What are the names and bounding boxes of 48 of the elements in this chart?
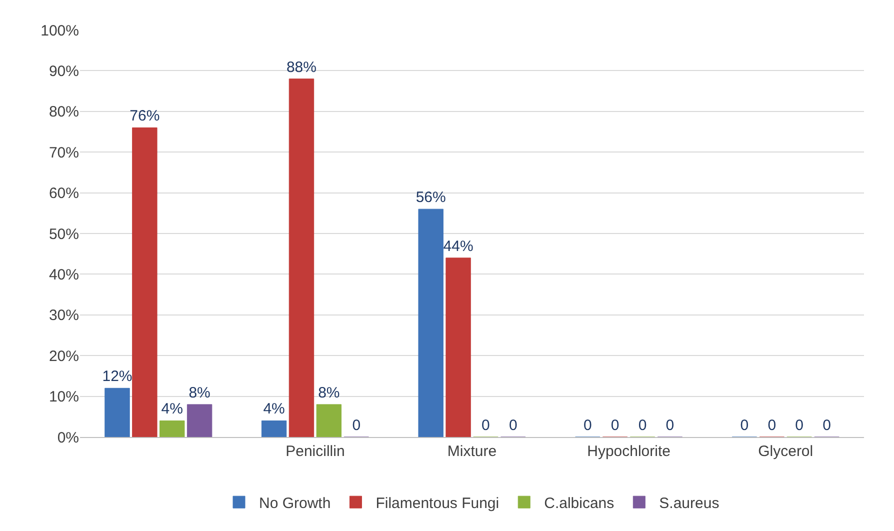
data-label: 0 bbox=[740, 417, 749, 434]
bar bbox=[418, 208, 444, 437]
legend-label: S.aureus bbox=[659, 494, 720, 512]
data-label: 0 bbox=[482, 417, 490, 434]
data-label: 0 bbox=[666, 417, 674, 434]
data-label: 12% bbox=[102, 368, 132, 386]
data-label: 4% bbox=[263, 400, 285, 418]
y-tick-label: 70% bbox=[48, 144, 79, 162]
x-tick-label: Penicillin bbox=[286, 443, 345, 460]
data-label: 0 bbox=[508, 417, 518, 434]
x-tick-label: Hypochlorite bbox=[587, 443, 670, 460]
data-label: 4% bbox=[161, 400, 183, 418]
data-label: 8% bbox=[318, 384, 340, 402]
data-label: 76% bbox=[130, 108, 160, 125]
y-tick-label: 40% bbox=[48, 266, 79, 284]
y-tick-label: 100% bbox=[40, 22, 79, 40]
data-label: 0 bbox=[795, 417, 804, 434]
bar bbox=[132, 127, 158, 437]
bar bbox=[446, 258, 471, 437]
bar bbox=[186, 404, 212, 437]
data-label: 0 bbox=[768, 417, 776, 434]
bar bbox=[261, 420, 287, 437]
y-tick-label: 30% bbox=[48, 307, 79, 324]
data-label: 56% bbox=[416, 189, 446, 206]
bar bbox=[288, 78, 314, 437]
y-tick-label: 0% bbox=[57, 429, 79, 446]
bar bbox=[160, 420, 185, 437]
y-tick-label: 80% bbox=[48, 104, 79, 121]
bar bbox=[316, 404, 342, 437]
legend-label: No Growth bbox=[259, 494, 331, 512]
x-tick-label: Glycerol bbox=[758, 443, 814, 460]
y-tick-label: 60% bbox=[48, 185, 79, 202]
legend-label: Filamentous Fungi bbox=[376, 494, 500, 512]
data-label: 0 bbox=[638, 417, 647, 434]
y-tick-label: 10% bbox=[48, 388, 79, 406]
y-tick-label: 50% bbox=[48, 226, 79, 243]
data-label: 0 bbox=[583, 417, 592, 434]
y-tick-label: 90% bbox=[48, 62, 79, 80]
x-tick-label: Mixture bbox=[447, 443, 497, 460]
bar bbox=[104, 388, 130, 437]
legend-label: C.albicans bbox=[544, 494, 614, 512]
data-label: 0 bbox=[822, 417, 831, 434]
data-label: 44% bbox=[443, 238, 474, 255]
data-label: 0 bbox=[352, 417, 361, 434]
data-label: 88% bbox=[286, 58, 316, 76]
data-label: 8% bbox=[188, 384, 210, 402]
y-tick-label: 20% bbox=[48, 348, 79, 365]
data-label: 0 bbox=[610, 417, 620, 434]
